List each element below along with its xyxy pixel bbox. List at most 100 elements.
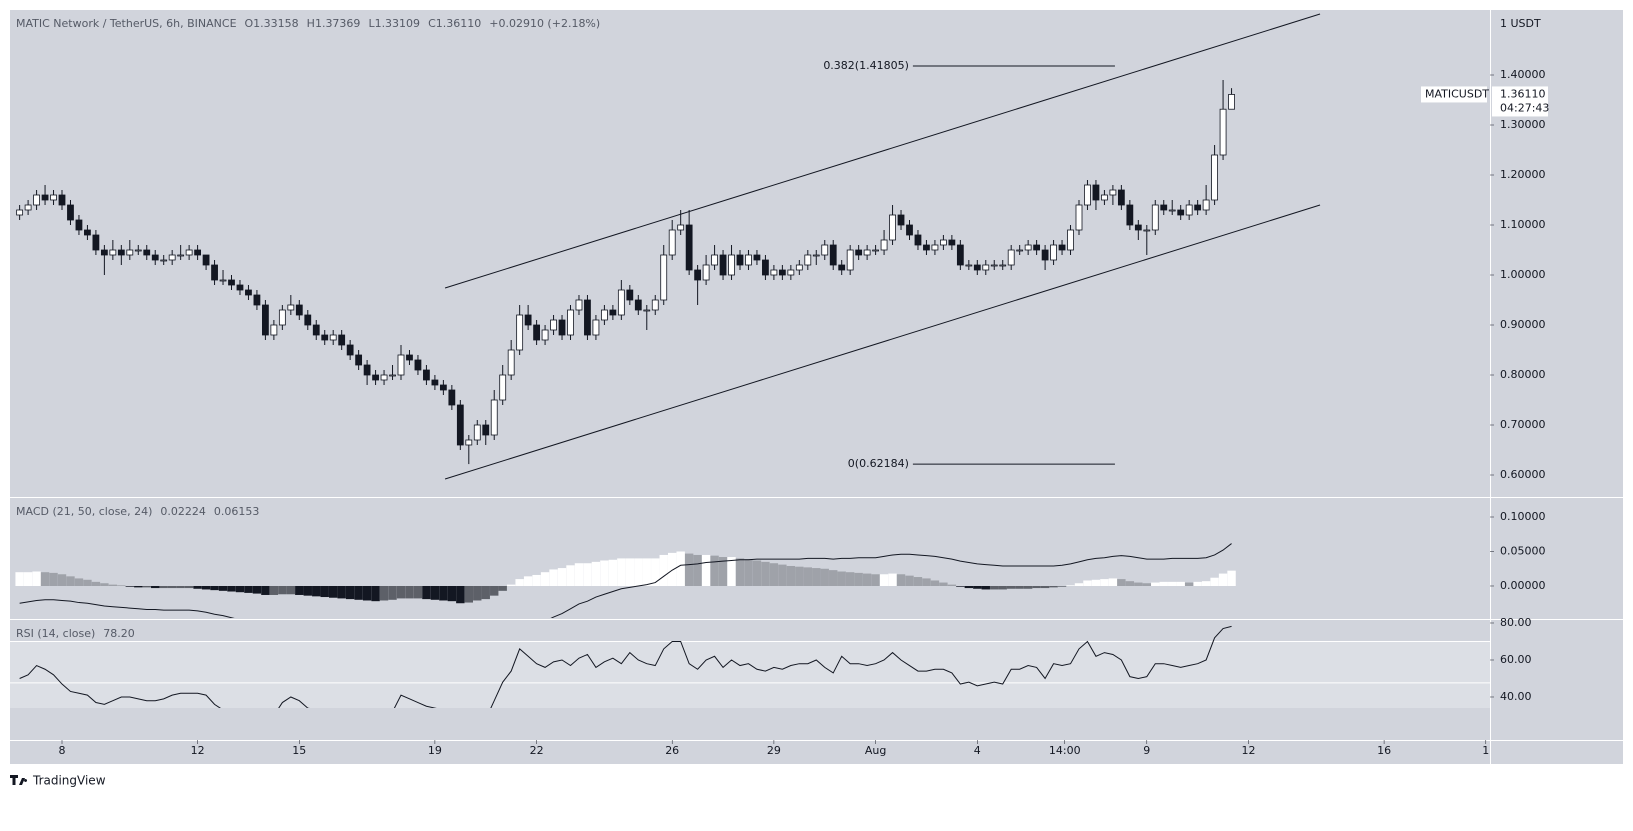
pane-stat: +0.02910 (+2.18%) [489, 17, 600, 30]
y-tick-label: 1.30000 [1500, 118, 1546, 131]
candle-body [770, 269, 778, 276]
candle-body [92, 234, 100, 251]
candle-body [194, 249, 202, 256]
candle-body [1194, 204, 1202, 211]
candle-body [889, 214, 896, 241]
macd-histogram-bar [1227, 570, 1236, 586]
macd-histogram-bar [676, 551, 685, 586]
pane-title: MATIC Network / TetherUS, 6h, BINANCE [16, 17, 237, 30]
fib-label: 0(0.62184) [848, 457, 909, 470]
pane-stat: L1.33109 [368, 17, 420, 30]
candle-body [84, 229, 91, 236]
candle-body [1202, 199, 1210, 211]
channel-line [444, 204, 1321, 480]
macd-histogram-bar [812, 568, 821, 586]
macd-histogram-bar [1125, 581, 1135, 586]
macd-histogram-bar [413, 585, 423, 599]
candle-body [584, 299, 591, 336]
candle-body [982, 264, 990, 271]
macd-histogram-bar [973, 585, 982, 589]
candle-body [151, 254, 159, 261]
macd-histogram-bar [939, 582, 948, 586]
macd-histogram-bar [1015, 585, 1024, 589]
macd-histogram-bar [1057, 585, 1067, 587]
candle-body [592, 319, 600, 336]
macd-histogram-bar [803, 567, 812, 586]
macd-histogram-bar [354, 585, 363, 600]
macd-histogram-bar [778, 564, 787, 586]
x-tick-label: 19 [428, 744, 442, 757]
candle-body [601, 309, 608, 321]
candle-body [863, 249, 871, 256]
macd-histogram-bar [261, 585, 270, 595]
candle-body [1134, 224, 1142, 231]
x-tick-label: Aug [865, 744, 886, 757]
macd-histogram-bar [1151, 582, 1160, 586]
candle-body [473, 424, 481, 441]
macd-histogram-bar [600, 560, 609, 586]
macd-histogram-bar [752, 560, 762, 586]
price-unit: 1 USDT [1500, 17, 1541, 30]
x-tick-label: 14:00 [1049, 744, 1081, 757]
macd-histogram-bar [829, 570, 838, 586]
candle-body [295, 304, 303, 316]
macd-histogram-bar [1210, 577, 1219, 586]
macd-histogram-bar [990, 585, 999, 590]
macd-histogram-bar [40, 572, 50, 586]
macd-histogram-bar [439, 585, 448, 601]
y-tick-label: 0.70000 [1500, 418, 1546, 431]
macd-histogram-bar [837, 571, 846, 586]
macd-histogram-bar [345, 585, 355, 600]
candle-body [838, 264, 846, 271]
candle-body [948, 239, 956, 246]
macd-histogram-bar [362, 585, 372, 601]
candle-body [1185, 204, 1193, 216]
candle-body [1007, 249, 1015, 266]
pane-stat: 78.20 [103, 627, 135, 640]
candle-body [270, 324, 278, 336]
candle-body [168, 254, 176, 261]
candle-body [702, 264, 710, 281]
macd-histogram-bar [235, 585, 245, 593]
macd-histogram-bar [1032, 585, 1041, 589]
y-tick-label: 0.05000 [1500, 545, 1546, 558]
candle-body [804, 254, 812, 266]
candle-body [160, 259, 168, 262]
candle-body [202, 254, 210, 266]
candle-body [694, 269, 702, 281]
macd-histogram-bar [15, 572, 24, 586]
candle-body [846, 249, 854, 271]
candle-body [219, 279, 227, 282]
macd-histogram-bar [744, 559, 753, 586]
candle-body [719, 254, 727, 276]
macd-histogram-bar [66, 576, 75, 586]
macd-histogram-bar [574, 563, 584, 586]
macd-histogram-bar [490, 585, 499, 596]
candle-body [677, 224, 685, 231]
macd-histogram-bar [1176, 581, 1185, 586]
macd-histogram-bar [210, 585, 219, 591]
candle-body [1219, 108, 1227, 156]
candle-body [67, 204, 74, 221]
macd-histogram-bar [625, 558, 635, 586]
candle-body [109, 249, 117, 256]
macd-histogram-bar [981, 585, 990, 590]
candle-body [1075, 204, 1083, 231]
candle-body [923, 244, 930, 251]
symbol-tag: MATICUSDT [1425, 87, 1489, 100]
macd-histogram-bar [1142, 583, 1151, 586]
rsi-band [10, 641, 1490, 708]
candle-body [456, 404, 464, 446]
candle-body [499, 374, 507, 401]
candle-body [423, 369, 430, 381]
candle-body [1109, 189, 1117, 196]
macd-histogram-bar [549, 569, 558, 586]
rsi-pane [10, 625, 1490, 708]
macd-histogram-bar [379, 585, 389, 601]
candle-body [762, 259, 769, 276]
macd-histogram-bar [74, 578, 84, 586]
macd-histogram-bar [922, 578, 931, 586]
macd-histogram-bar [820, 568, 829, 586]
macd-histogram-bar [278, 585, 287, 595]
macd-histogram-bar [303, 585, 312, 596]
